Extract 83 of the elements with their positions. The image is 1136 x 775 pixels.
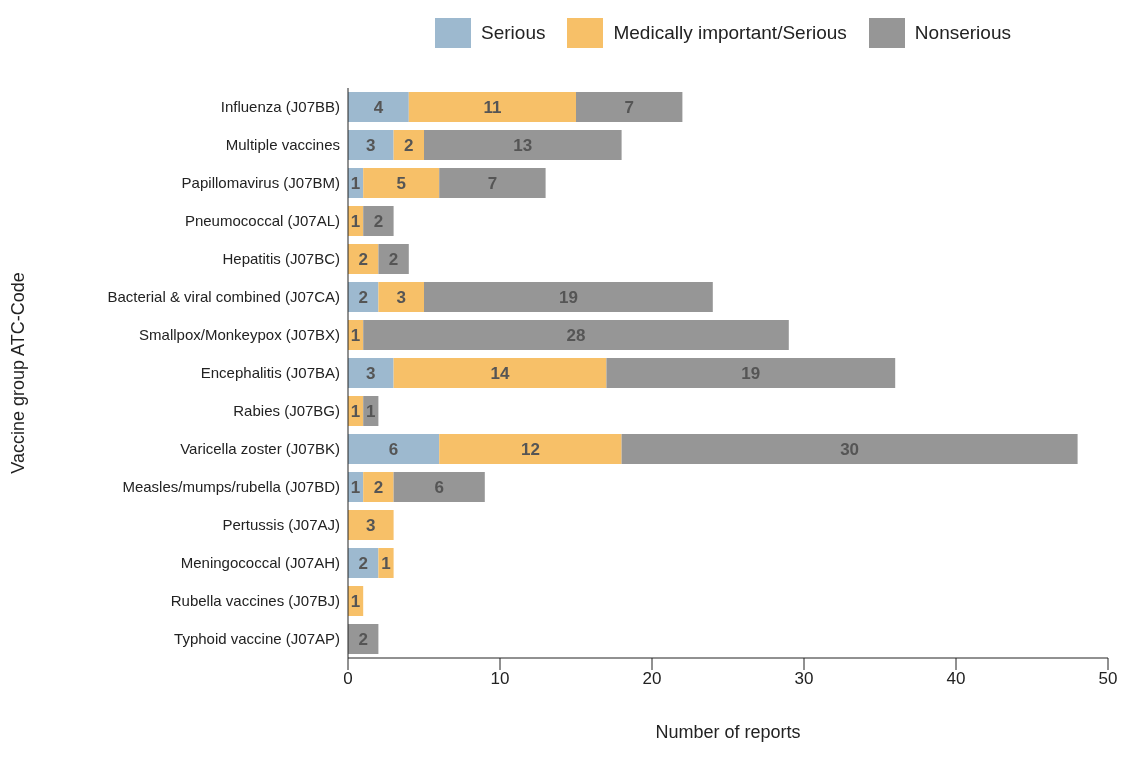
legend-label: Medically important/Serious bbox=[613, 22, 847, 44]
data-label: 7 bbox=[624, 97, 634, 117]
y-tick-label: Hepatitis (J07BC) bbox=[222, 250, 340, 268]
data-label: 19 bbox=[741, 363, 761, 383]
bar bbox=[348, 130, 394, 160]
data-label: 2 bbox=[358, 249, 368, 269]
y-tick-label: Pertussis (J07AJ) bbox=[222, 516, 340, 534]
y-tick-label: Meningococcal (J07AH) bbox=[180, 554, 340, 572]
data-label: 3 bbox=[366, 135, 376, 155]
bar bbox=[606, 358, 896, 388]
x-tick-label: 50 bbox=[1098, 669, 1118, 689]
bar bbox=[348, 434, 440, 464]
data-label: 1 bbox=[350, 173, 361, 193]
bar bbox=[424, 282, 713, 312]
y-tick-label: Varicella zoster (J07BK) bbox=[180, 440, 340, 458]
data-label: 2 bbox=[358, 629, 368, 649]
y-tick-label: Encephalitis (J07BA) bbox=[200, 364, 340, 382]
x-tick-label: 30 bbox=[794, 669, 814, 689]
x-tick-label: 20 bbox=[642, 669, 662, 689]
data-label: 2 bbox=[388, 249, 399, 269]
y-tick-label: Influenza (J07BB) bbox=[220, 98, 340, 116]
data-label: 4 bbox=[373, 97, 384, 117]
bar bbox=[378, 548, 394, 578]
bar bbox=[363, 168, 440, 198]
bar bbox=[393, 358, 607, 388]
bar bbox=[621, 434, 1078, 464]
bar bbox=[393, 472, 485, 502]
y-tick-label: Papillomavirus (J07BM) bbox=[181, 174, 340, 192]
x-tick-label: 40 bbox=[946, 669, 966, 689]
bar bbox=[363, 206, 394, 236]
data-label: 2 bbox=[373, 477, 384, 497]
y-tick-label: Measles/mumps/rubella (J07BD) bbox=[122, 478, 340, 496]
data-label: 7 bbox=[487, 173, 498, 193]
data-label: 1 bbox=[350, 211, 361, 231]
data-label: 2 bbox=[358, 287, 368, 307]
y-tick-label: Smallpox/Monkeypox (J07BX) bbox=[139, 326, 340, 344]
data-label: 12 bbox=[520, 439, 540, 459]
data-label: 5 bbox=[396, 173, 406, 193]
data-label: 1 bbox=[350, 591, 361, 611]
data-label: 11 bbox=[483, 97, 502, 117]
data-label: 1 bbox=[366, 401, 376, 421]
y-tick-label: Bacterial & viral combined (J07CA) bbox=[107, 288, 340, 306]
y-tick-label: Rabies (J07BG) bbox=[233, 402, 340, 420]
bar bbox=[424, 130, 622, 160]
x-tick-label: 10 bbox=[490, 669, 510, 689]
bar bbox=[408, 92, 576, 122]
bar bbox=[363, 320, 789, 350]
y-tick-label: Rubella vaccines (J07BJ) bbox=[170, 592, 340, 610]
bar bbox=[348, 358, 394, 388]
bar bbox=[439, 434, 622, 464]
data-label: 14 bbox=[490, 363, 510, 383]
bar bbox=[348, 92, 409, 122]
y-tick-label: Typhoid vaccine (J07AP) bbox=[174, 630, 340, 648]
y-axis-title: Vaccine group ATC-Code bbox=[8, 272, 29, 474]
data-label: 28 bbox=[566, 325, 586, 345]
data-label: 1 bbox=[350, 477, 361, 497]
bar bbox=[576, 92, 683, 122]
data-label: 2 bbox=[358, 553, 368, 573]
data-label: 3 bbox=[366, 515, 376, 535]
legend-label: Nonserious bbox=[914, 22, 1011, 44]
bar bbox=[378, 244, 409, 274]
bar bbox=[439, 168, 546, 198]
data-label: 1 bbox=[350, 401, 361, 421]
data-label: 30 bbox=[840, 439, 860, 459]
bar bbox=[378, 282, 424, 312]
data-label: 2 bbox=[373, 211, 384, 231]
data-label: 1 bbox=[381, 553, 391, 573]
bar bbox=[363, 472, 394, 502]
y-tick-label: Multiple vaccines bbox=[225, 136, 340, 154]
data-label: 13 bbox=[513, 135, 533, 155]
data-label: 19 bbox=[558, 287, 578, 307]
data-label: 3 bbox=[396, 287, 406, 307]
x-tick-label: 0 bbox=[343, 669, 353, 689]
data-label: 2 bbox=[404, 135, 414, 155]
bar bbox=[393, 130, 424, 160]
x-axis-title: Number of reports bbox=[655, 722, 801, 742]
data-label: 6 bbox=[388, 439, 399, 459]
bar bbox=[348, 510, 394, 540]
y-tick-label: Pneumococcal (J07AL) bbox=[184, 212, 340, 230]
legend-label: Serious bbox=[481, 22, 546, 44]
data-label: 1 bbox=[350, 325, 361, 345]
data-label: 3 bbox=[366, 363, 376, 383]
data-label: 6 bbox=[434, 477, 444, 497]
